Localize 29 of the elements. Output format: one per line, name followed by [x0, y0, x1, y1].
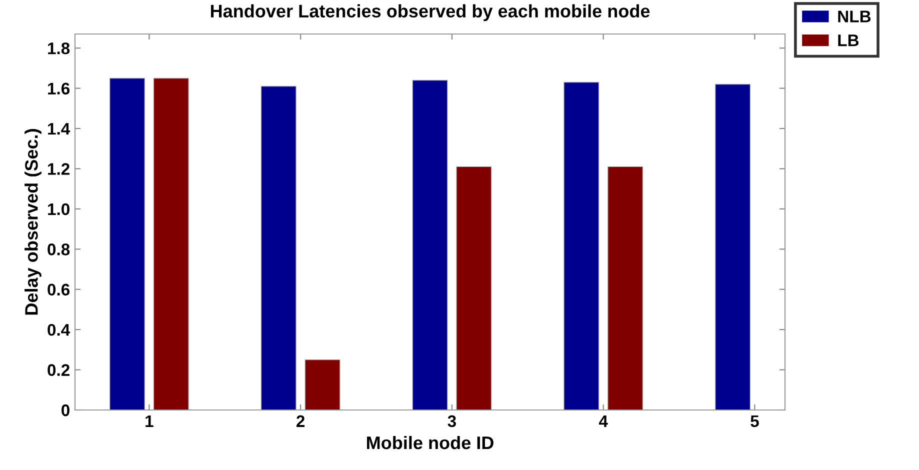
legend-label: NLB — [838, 10, 871, 22]
x-tick-label: 1 — [146, 415, 154, 427]
y-tick-label: 0.4 — [48, 324, 70, 336]
bar — [564, 82, 600, 410]
bar — [304, 359, 340, 410]
y-tick-label: 1.2 — [48, 163, 70, 175]
bar — [109, 78, 145, 410]
legend-label: LB — [838, 34, 859, 46]
x-tick-label: 4 — [598, 415, 608, 427]
x-tick-label: 3 — [448, 415, 456, 428]
bar — [456, 166, 492, 410]
y-tick-label: 0.8 — [48, 244, 70, 256]
bar — [608, 166, 644, 410]
bar — [260, 86, 296, 410]
x-tick-label: 2 — [296, 415, 305, 427]
y-tick-label: 1.4 — [48, 123, 70, 135]
bar — [715, 84, 751, 410]
y-tick-label: 1.6 — [48, 82, 70, 94]
bar — [153, 78, 189, 410]
y-tick-label: 0.6 — [48, 284, 70, 296]
bar — [412, 80, 448, 410]
x-axis-title: Mobile node ID — [367, 436, 494, 450]
x-tick-label: 5 — [750, 415, 759, 428]
y-tick-label: 1.8 — [48, 42, 70, 54]
chart-title: Handover Latencies observed by each mobile node — [210, 4, 650, 22]
y-axis-title: Delay observed (Sec.) — [24, 129, 42, 315]
y-tick-label: 0.2 — [48, 364, 70, 376]
y-tick-label: 0 — [62, 404, 70, 416]
y-tick-label: 1.0 — [48, 203, 70, 216]
